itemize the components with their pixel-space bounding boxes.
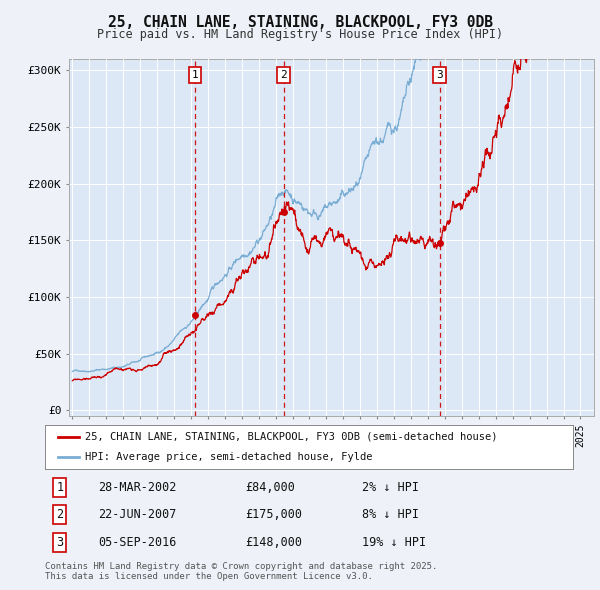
Text: Contains HM Land Registry data © Crown copyright and database right 2025.
This d: Contains HM Land Registry data © Crown c… bbox=[45, 562, 437, 581]
Text: Price paid vs. HM Land Registry's House Price Index (HPI): Price paid vs. HM Land Registry's House … bbox=[97, 28, 503, 41]
Text: 28-MAR-2002: 28-MAR-2002 bbox=[98, 481, 176, 494]
Text: 8% ↓ HPI: 8% ↓ HPI bbox=[362, 508, 419, 522]
Text: 2: 2 bbox=[56, 508, 64, 522]
Text: 22-JUN-2007: 22-JUN-2007 bbox=[98, 508, 176, 522]
Text: HPI: Average price, semi-detached house, Fylde: HPI: Average price, semi-detached house,… bbox=[85, 452, 372, 462]
Text: £148,000: £148,000 bbox=[245, 536, 302, 549]
Text: 05-SEP-2016: 05-SEP-2016 bbox=[98, 536, 176, 549]
Text: 3: 3 bbox=[56, 536, 64, 549]
Text: £175,000: £175,000 bbox=[245, 508, 302, 522]
Text: 1: 1 bbox=[191, 70, 199, 80]
Text: 19% ↓ HPI: 19% ↓ HPI bbox=[362, 536, 426, 549]
Text: £84,000: £84,000 bbox=[245, 481, 296, 494]
Text: 1: 1 bbox=[56, 481, 64, 494]
Text: 2% ↓ HPI: 2% ↓ HPI bbox=[362, 481, 419, 494]
Text: 25, CHAIN LANE, STAINING, BLACKPOOL, FY3 0DB (semi-detached house): 25, CHAIN LANE, STAINING, BLACKPOOL, FY3… bbox=[85, 432, 497, 442]
Text: 25, CHAIN LANE, STAINING, BLACKPOOL, FY3 0DB: 25, CHAIN LANE, STAINING, BLACKPOOL, FY3… bbox=[107, 15, 493, 30]
Text: 3: 3 bbox=[436, 70, 443, 80]
Text: 2: 2 bbox=[280, 70, 287, 80]
